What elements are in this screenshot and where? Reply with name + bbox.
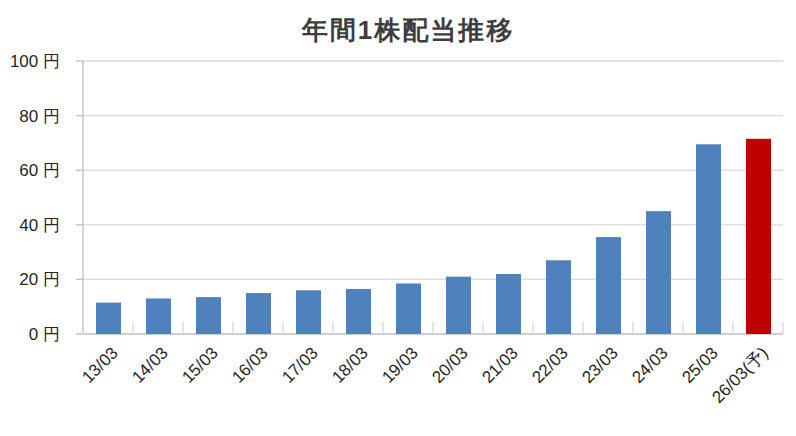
- x-tick-label: 16/03: [228, 343, 272, 387]
- bar: [496, 274, 521, 334]
- bar: [696, 144, 721, 334]
- dividend-bar-chart: 年間1株配当推移 0 円20 円40 円60 円80 円100 円13/0314…: [0, 0, 796, 436]
- x-tick-label: 18/03: [328, 343, 372, 387]
- plot-area: 0 円20 円40 円60 円80 円100 円13/0314/0315/031…: [0, 0, 796, 436]
- y-tick-label: 100 円: [10, 52, 60, 71]
- x-tick-label: 20/03: [428, 343, 472, 387]
- bar: [196, 297, 221, 334]
- bar-forecast: [746, 139, 771, 334]
- x-tick-label: 17/03: [278, 343, 322, 387]
- x-tick-label: 13/03: [78, 343, 122, 387]
- x-tick-label: 25/03: [678, 343, 722, 387]
- x-tick-label: 14/03: [128, 343, 172, 387]
- x-tick-label: 22/03: [528, 343, 572, 387]
- bar: [296, 290, 321, 334]
- y-tick-label: 20 円: [19, 270, 60, 289]
- y-tick-label: 40 円: [19, 216, 60, 235]
- x-tick-label: 15/03: [178, 343, 222, 387]
- x-tick-label: 24/03: [628, 343, 672, 387]
- bar: [596, 237, 621, 334]
- y-tick-label: 60 円: [19, 161, 60, 180]
- bar: [146, 299, 171, 334]
- bar: [96, 303, 121, 334]
- bar: [346, 289, 371, 334]
- bar: [246, 293, 271, 334]
- x-tick-label: 23/03: [578, 343, 622, 387]
- bar: [396, 283, 421, 334]
- bar: [546, 260, 571, 334]
- bar: [446, 277, 471, 334]
- y-tick-label: 80 円: [19, 107, 60, 126]
- bar: [646, 211, 671, 334]
- y-tick-label: 0 円: [29, 325, 60, 344]
- x-tick-label: 21/03: [478, 343, 522, 387]
- x-tick-label: 19/03: [378, 343, 422, 387]
